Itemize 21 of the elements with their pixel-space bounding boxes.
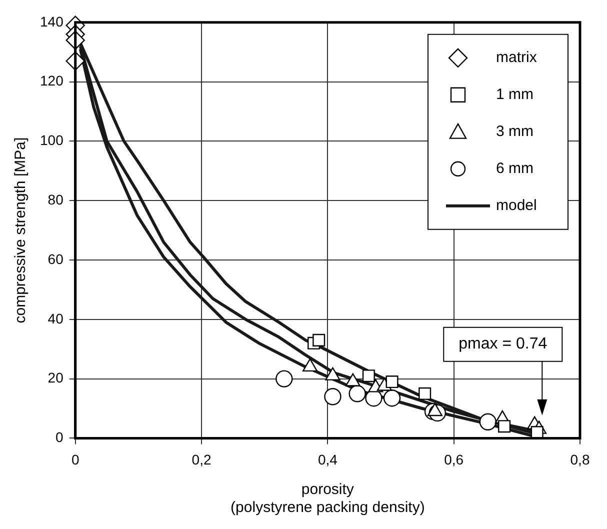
legend-label: 6 mm	[496, 160, 534, 178]
x-axis-title: porosity (polystyrene packing density)	[230, 481, 425, 516]
legend-label: 1 mm	[496, 86, 534, 104]
x-tick-label: 0,2	[192, 451, 212, 468]
y-tick-label: 60	[48, 250, 64, 267]
y-tick-label: 40	[48, 310, 64, 326]
y-tick-label: 0	[56, 429, 64, 446]
x-tick-label: 0,8	[570, 451, 590, 468]
y-tick-label: 100	[40, 132, 64, 148]
y-tick-label: 80	[48, 191, 64, 208]
x-tick-label: 0,6	[444, 451, 464, 468]
y-tick-label: 140	[40, 13, 64, 30]
y-axis-title: compressive strength [MPa]	[12, 137, 30, 324]
x-tick-label: 0	[71, 451, 80, 468]
legend-label: matrix	[496, 49, 538, 66]
x-tick-label: 0,4	[318, 451, 338, 468]
legend-label: 3 mm	[496, 123, 534, 140]
y-tick-label: 20	[48, 370, 64, 386]
annotation: pmax = 0.74	[458, 336, 548, 353]
legend-label: model	[496, 197, 537, 214]
y-tick-label: 120	[40, 72, 64, 89]
